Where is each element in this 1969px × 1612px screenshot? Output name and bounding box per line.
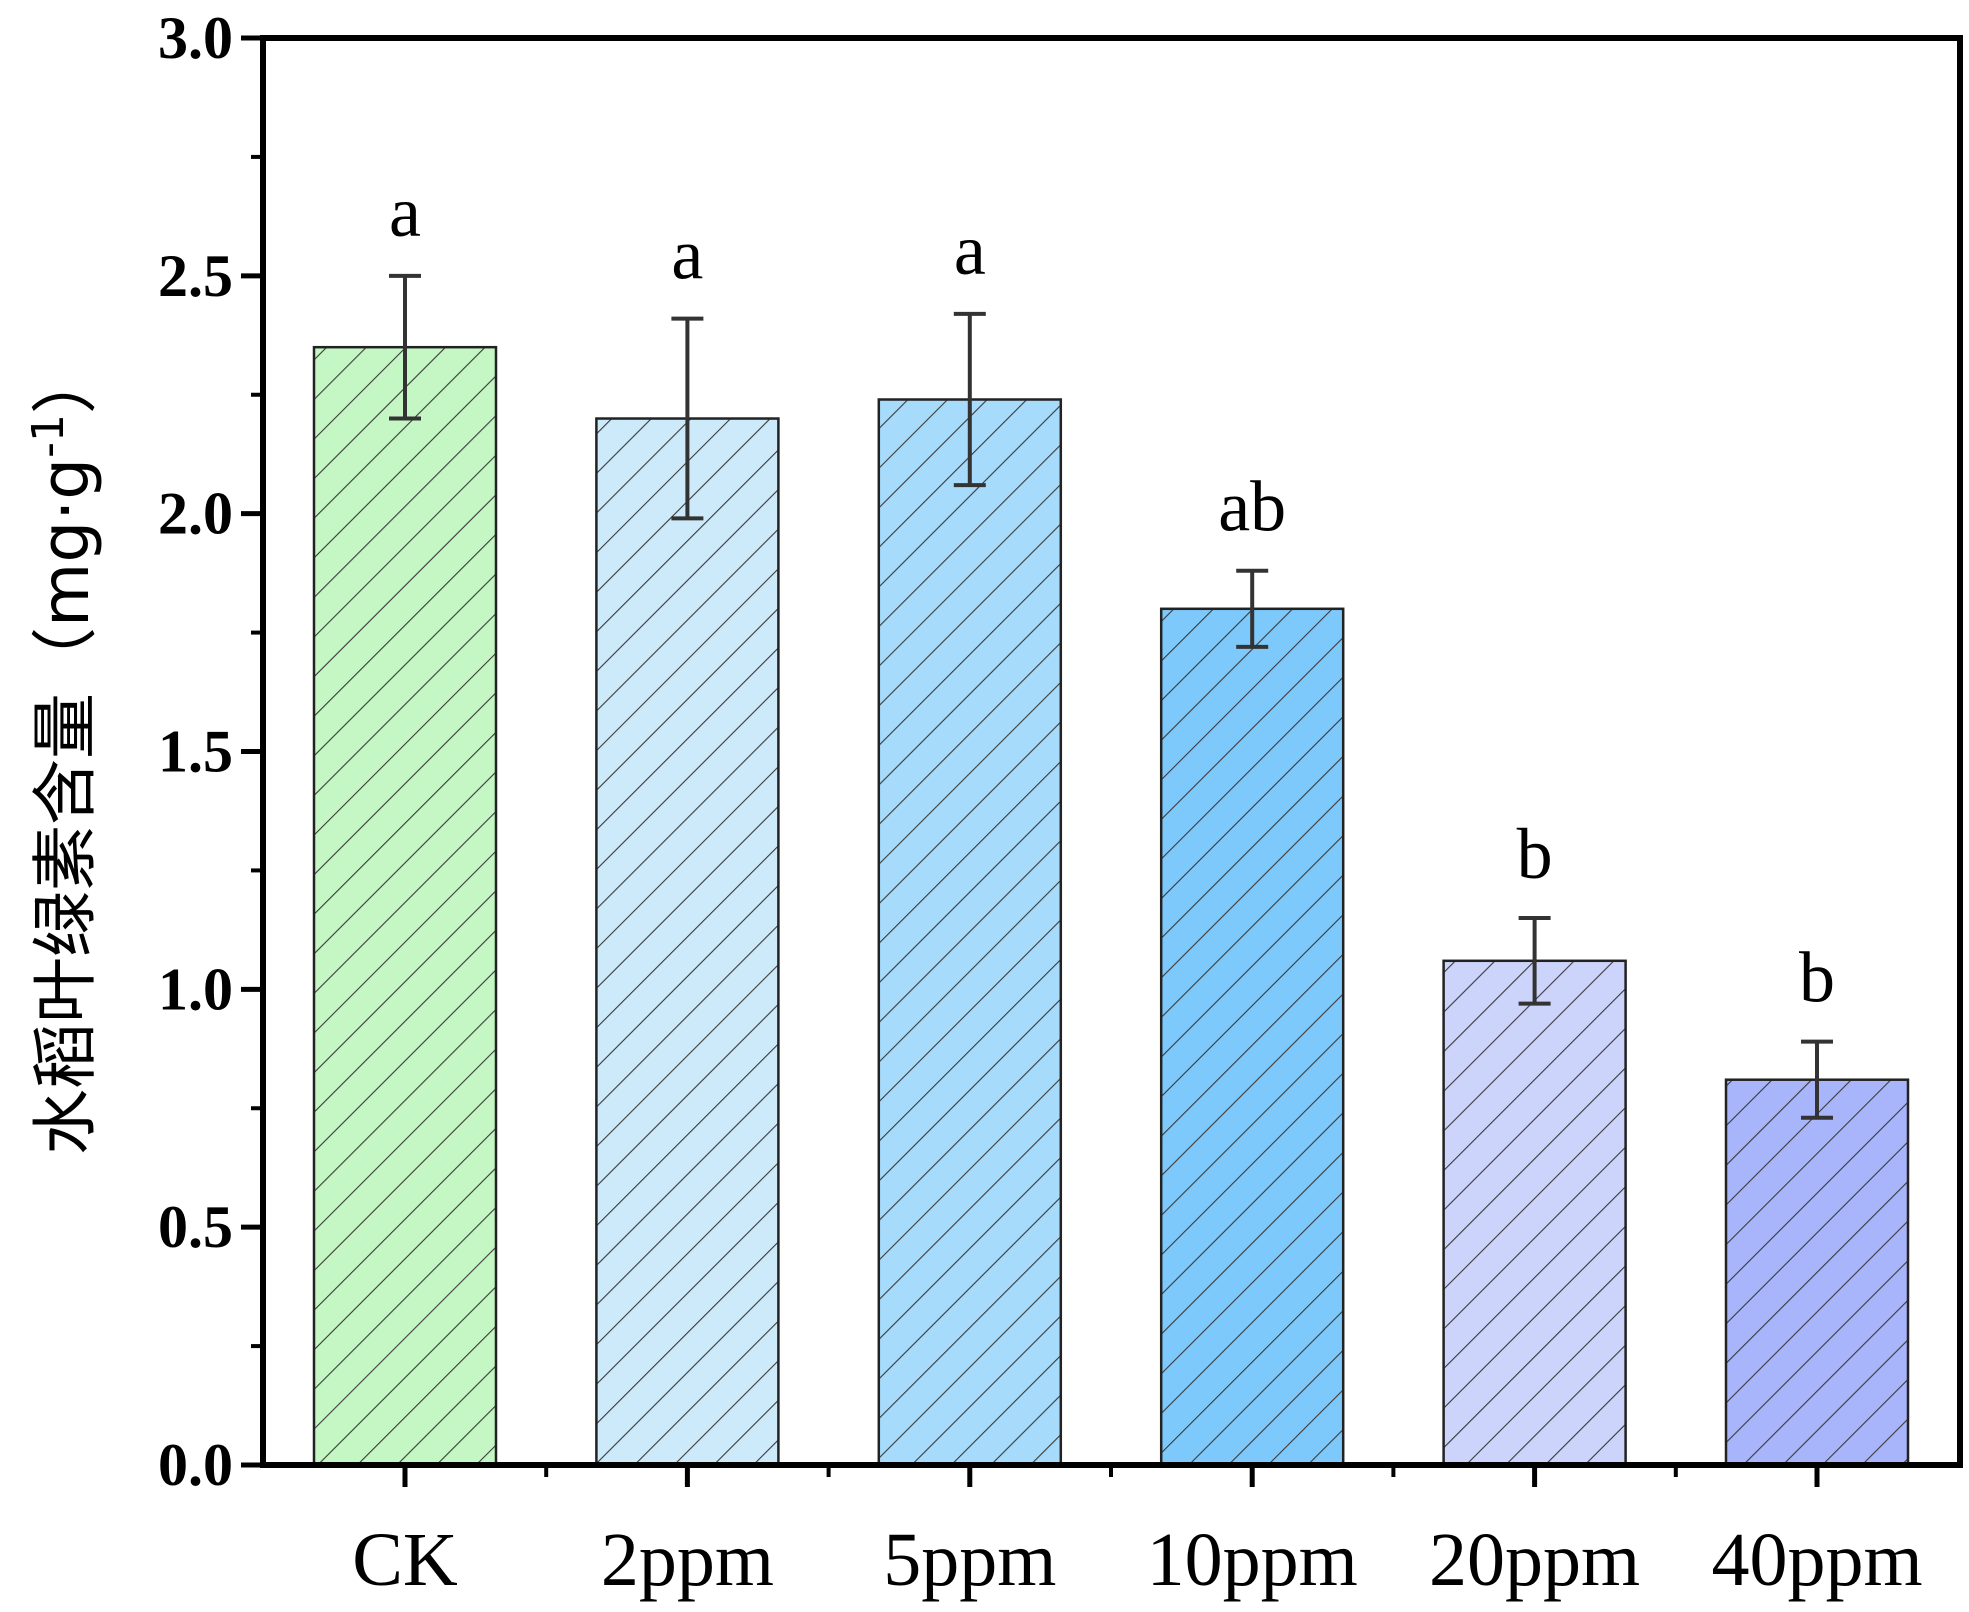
y-axis-title-close: ） xyxy=(27,348,104,414)
error-bar-20ppm xyxy=(1518,915,1551,1006)
y-axis: 0.0 0.5 1.0 1.5 2.0 2.5 3.0 xyxy=(158,5,263,1498)
bars-layer xyxy=(312,345,1910,1467)
significance-label-40ppm: b xyxy=(1799,938,1835,1018)
x-tick-label-2ppm: 2ppm xyxy=(601,1518,774,1602)
error-bar-40ppm xyxy=(1801,1039,1833,1120)
significance-label-5ppm: a xyxy=(954,210,986,290)
x-tick-label-40ppm: 40ppm xyxy=(1711,1518,1922,1602)
y-tick-label: 0.0 xyxy=(158,1432,233,1498)
bar-20ppm xyxy=(1442,959,1627,1467)
significance-labels-layer: a a a ab b b xyxy=(389,172,1835,1018)
y-tick-label: 2.5 xyxy=(158,243,233,309)
significance-label-10ppm: ab xyxy=(1218,467,1286,547)
bar-10ppm xyxy=(1159,607,1345,1467)
y-tick-label: 2.0 xyxy=(158,481,233,547)
significance-label-2ppm: a xyxy=(671,215,703,295)
x-axis: CK 2ppm 5ppm 10ppm 20ppm 40ppm xyxy=(352,1465,1923,1602)
x-tick-label-10ppm: 10ppm xyxy=(1147,1518,1358,1602)
bar-2ppm xyxy=(595,417,780,1467)
bar-40ppm xyxy=(1724,1078,1910,1467)
error-bar-ck xyxy=(389,273,421,421)
y-tick-label: 1.0 xyxy=(158,956,233,1022)
significance-label-20ppm: b xyxy=(1517,814,1553,894)
y-axis-title-superscript: -1 xyxy=(23,414,74,458)
error-bar-5ppm xyxy=(953,311,986,488)
bar-ck xyxy=(312,345,498,1467)
plot-frame xyxy=(260,35,1963,1468)
y-tick-label: 1.5 xyxy=(158,719,233,785)
x-tick-label-ck: CK xyxy=(352,1518,458,1602)
y-tick-label: 3.0 xyxy=(158,5,233,71)
x-tick-label-5ppm: 5ppm xyxy=(883,1518,1056,1602)
y-axis-title: 水稻叶绿素含量（mg·g-1） xyxy=(23,348,105,1155)
error-bars-layer xyxy=(389,273,1833,1120)
error-bar-10ppm xyxy=(1236,568,1269,649)
significance-label-ck: a xyxy=(389,172,421,252)
bar-5ppm xyxy=(877,398,1063,1467)
x-tick-label-20ppm: 20ppm xyxy=(1429,1518,1640,1602)
y-axis-title-main: 水稻叶绿素含量（mg·g xyxy=(27,458,104,1155)
error-bar-2ppm xyxy=(671,316,704,521)
y-tick-label: 0.5 xyxy=(158,1194,233,1260)
